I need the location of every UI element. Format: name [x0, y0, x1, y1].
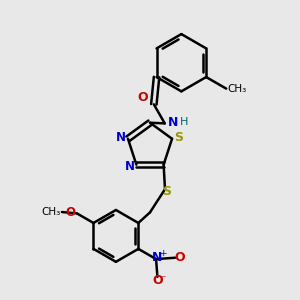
Text: O: O [66, 206, 76, 218]
Text: ⁻: ⁻ [160, 273, 166, 286]
Text: CH₃: CH₃ [41, 207, 61, 217]
Text: H: H [180, 117, 188, 127]
Text: S: S [174, 131, 183, 144]
Text: O: O [138, 91, 148, 104]
Text: O: O [152, 274, 163, 287]
Text: O: O [174, 251, 184, 264]
Text: N: N [124, 160, 135, 172]
Text: +: + [159, 249, 166, 258]
Text: S: S [162, 185, 171, 198]
Text: N: N [167, 116, 178, 128]
Text: N: N [152, 251, 163, 264]
Text: N: N [116, 131, 126, 144]
Text: CH₃: CH₃ [228, 84, 247, 94]
